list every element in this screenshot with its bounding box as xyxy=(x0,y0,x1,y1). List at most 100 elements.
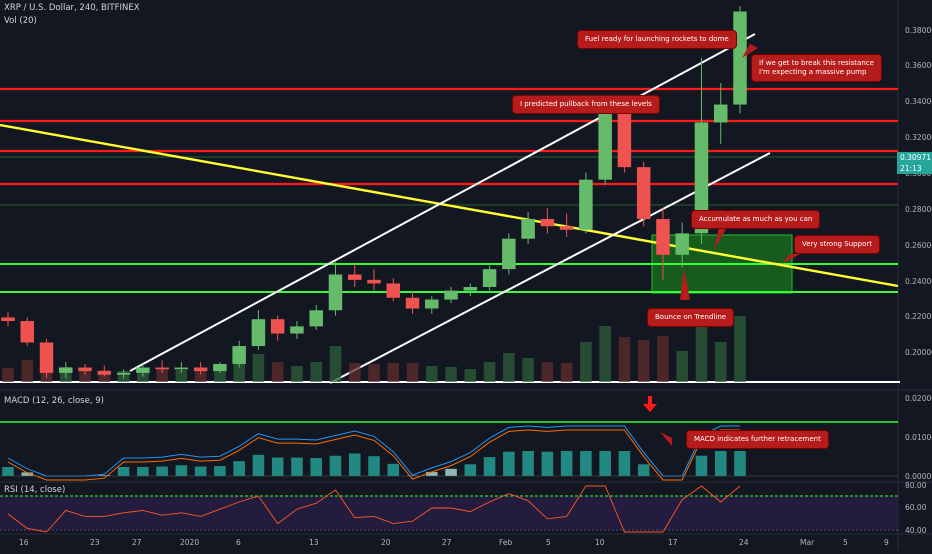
macd-label[interactable]: MACD (12, 26, close, 9) xyxy=(4,396,104,406)
candle-body xyxy=(329,275,342,311)
callout-bounce[interactable]: Bounce on Trendline xyxy=(648,309,733,326)
macd-histogram-bar xyxy=(330,456,342,476)
macd-histogram-bar xyxy=(503,452,515,476)
macd-histogram-bar xyxy=(176,465,188,476)
volume-bar xyxy=(426,366,438,382)
macd-histogram-bar xyxy=(522,451,534,476)
volume-bar xyxy=(253,354,265,382)
volume-bar xyxy=(484,362,496,382)
time-axis-label: 6 xyxy=(236,538,241,547)
time-axis-label: 10 xyxy=(595,538,605,547)
macd-histogram-bar xyxy=(349,454,361,477)
candle-body xyxy=(21,321,34,342)
macd-histogram-bar xyxy=(465,464,477,476)
candle-body xyxy=(579,180,592,230)
current-price-tag: 0.30971 xyxy=(897,152,932,163)
volume-bar xyxy=(407,363,419,382)
volume-bar xyxy=(2,368,14,382)
candle-body xyxy=(194,368,207,372)
callout-macd[interactable]: MACD indicates further retracement xyxy=(687,431,828,448)
candle-body xyxy=(618,114,631,168)
candle-body xyxy=(714,105,727,123)
volume-bar xyxy=(465,369,477,382)
candle-body xyxy=(367,280,380,284)
time-axis[interactable]: 16 23 27 2020 6 13 20 27 Feb 5 10 17 24 … xyxy=(19,538,889,547)
macd-histogram-bar xyxy=(619,451,631,476)
rsi-label[interactable]: RSI (14, close) xyxy=(4,485,65,495)
candle-body xyxy=(1,317,14,321)
volume-bar xyxy=(503,353,515,382)
candle-body xyxy=(483,269,496,287)
time-axis-label: 24 xyxy=(739,538,749,547)
volume-bar xyxy=(715,342,727,382)
time-axis-label: 27 xyxy=(442,538,452,547)
macd-histogram-bar xyxy=(214,466,226,476)
volume-label[interactable]: Vol (20) xyxy=(4,16,37,26)
candle-body xyxy=(40,342,53,372)
candle-body xyxy=(406,298,419,309)
macd-histogram-bar xyxy=(696,456,708,476)
macd-histogram-bar xyxy=(253,455,265,476)
time-axis-label: Mar xyxy=(800,538,815,547)
candle-body xyxy=(387,283,400,297)
candle-body xyxy=(155,368,168,370)
candle-body xyxy=(733,12,746,105)
time-axis-label: 27 xyxy=(132,538,142,547)
candle-body xyxy=(98,371,111,375)
time-axis-label: Feb xyxy=(499,538,513,547)
macd-histogram-bar xyxy=(368,456,380,476)
macd-histogram-bar xyxy=(137,467,149,476)
callout-support[interactable]: Very strong Support xyxy=(795,236,879,253)
candle-body xyxy=(425,300,438,309)
volume-bar xyxy=(522,358,534,382)
candle-body xyxy=(136,368,149,373)
macd-histogram-bar xyxy=(715,451,727,476)
macd-histogram-bar xyxy=(291,458,303,476)
callout-resistance[interactable]: If we get to break this resistance I'm e… xyxy=(752,55,881,81)
volume-bar xyxy=(272,362,284,382)
volume-bar xyxy=(599,326,611,382)
volume-bar xyxy=(734,316,746,382)
time-axis-label: 2020 xyxy=(180,538,199,547)
volume-bar xyxy=(580,342,592,382)
macd-histogram-bar xyxy=(387,464,399,476)
candle-body xyxy=(232,346,245,364)
candle-body xyxy=(656,219,669,255)
bar-countdown-tag: 21:13 xyxy=(897,163,932,174)
time-axis-label: 16 xyxy=(19,538,29,547)
volume-bar xyxy=(619,337,631,382)
candle-body xyxy=(444,291,457,300)
volume-bar xyxy=(657,336,669,382)
candle-body xyxy=(502,239,515,269)
rsi-axis-label: 40.00 xyxy=(905,526,927,535)
volume-bar xyxy=(445,367,457,382)
candle-body xyxy=(78,368,91,372)
rsi-axis-label: 60.00 xyxy=(905,503,927,512)
candle-body xyxy=(252,319,265,346)
candle-body xyxy=(464,287,477,291)
macd-histogram-bar xyxy=(272,458,284,476)
candle-body xyxy=(598,114,611,180)
volume-bar xyxy=(310,362,322,382)
symbol-title[interactable]: XRP / U.S. Dollar, 240, BITFINEX xyxy=(4,3,140,13)
macd-histogram-bar xyxy=(2,467,14,476)
callout-fuel[interactable]: Fuel ready for launching rockets to dome xyxy=(578,31,736,48)
candle-body xyxy=(560,226,573,230)
candle-body xyxy=(348,275,361,280)
callout-pullback[interactable]: I predicted pullback from these levels xyxy=(513,96,659,113)
macd-histogram-bar xyxy=(580,451,592,476)
candle-body xyxy=(59,368,72,373)
callout-accumulate[interactable]: Accumulate as much as you can xyxy=(692,211,819,228)
rsi-axis[interactable]: 80.00 60.00 40.00 xyxy=(905,481,927,535)
